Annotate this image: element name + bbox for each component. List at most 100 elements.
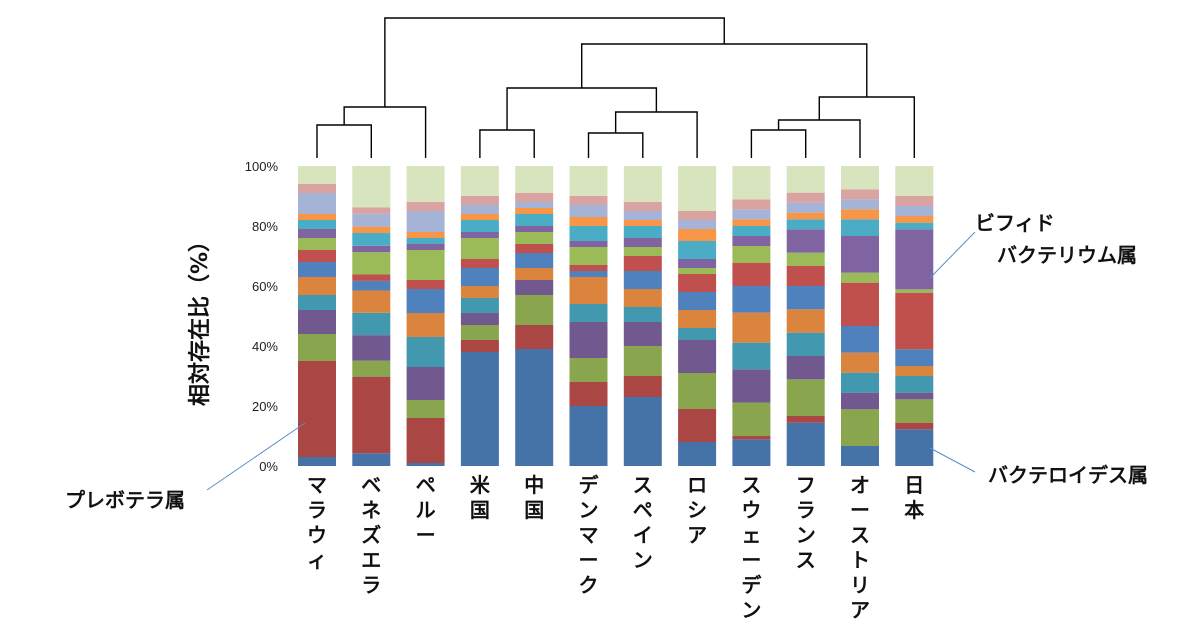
bar-segment — [515, 280, 554, 295]
bar-segment — [678, 229, 717, 241]
bar-segment — [895, 196, 934, 206]
y-tick-label: 20% — [252, 399, 278, 414]
bar-segment — [298, 193, 336, 214]
bar-segment — [895, 229, 934, 290]
bar-segment — [732, 286, 771, 313]
dendrogram-link — [479, 129, 535, 158]
bar-segment — [352, 245, 391, 253]
bar-segment — [406, 250, 445, 280]
bar-segment — [298, 166, 336, 184]
dendrogram-link — [506, 87, 658, 130]
annotation-line-prevotella — [206, 422, 306, 491]
bar-segment — [460, 205, 499, 214]
bar-segment — [352, 233, 391, 246]
bar-segment — [786, 379, 825, 416]
bar-segment — [352, 274, 391, 281]
bar-segment — [786, 212, 825, 220]
bar-segment — [895, 429, 934, 466]
bar-segment — [352, 213, 391, 227]
bar-segment — [460, 232, 499, 238]
bar-segment — [786, 266, 825, 286]
bar-segment — [406, 280, 445, 289]
bar-segment — [460, 286, 499, 298]
bar-stack — [841, 166, 879, 466]
bar-segment — [732, 312, 771, 343]
bar-segment — [515, 202, 554, 208]
bar-segment — [406, 238, 445, 244]
bar-segment — [623, 289, 662, 307]
bar-segment — [569, 166, 608, 196]
bar-segment — [841, 272, 879, 283]
bar-segment — [569, 217, 608, 226]
bar-segment — [515, 166, 554, 193]
bar-segment — [732, 199, 771, 210]
bar-segment — [678, 220, 717, 229]
dendrogram-link — [384, 17, 725, 107]
bar-segment — [623, 238, 662, 247]
bar-segment — [895, 216, 934, 223]
bar-segment — [678, 268, 717, 274]
bar-segment — [460, 196, 499, 205]
bar-segment — [569, 265, 608, 271]
bar-segment — [406, 289, 445, 313]
bar-segment — [623, 307, 662, 322]
bar-stack — [406, 166, 445, 466]
bar-segment — [298, 229, 336, 238]
bar-segment — [460, 220, 499, 232]
x-tick-label: オーストリア — [850, 473, 870, 622]
bar-segment — [406, 211, 445, 232]
annotation-bifidobacterium: ビフィドバクテリウム属 — [975, 211, 1137, 267]
bar-segment — [569, 196, 608, 205]
bar-segment — [569, 277, 608, 304]
bar-segment — [515, 253, 554, 268]
bar-segment — [515, 349, 554, 466]
bars — [298, 166, 934, 466]
bar-segment — [678, 292, 717, 310]
bar-segment — [623, 376, 662, 397]
bar-segment — [841, 282, 879, 326]
bar-segment — [515, 226, 554, 232]
dendrogram-link — [343, 106, 427, 158]
bar-segment — [298, 184, 336, 193]
dendrogram-link — [316, 124, 372, 158]
bar-segment — [841, 199, 879, 210]
bar-segment — [841, 166, 879, 190]
x-tick-label: スウェーデン — [741, 473, 762, 622]
bar-stack — [895, 166, 934, 466]
bar-segment — [895, 206, 934, 216]
bar-segment — [786, 219, 825, 230]
x-tick-label: デンマーク — [579, 473, 600, 597]
bar-segment — [623, 166, 662, 202]
bar-segment — [732, 246, 771, 263]
x-tick-label: 中国 — [524, 473, 544, 522]
bar-segment — [678, 373, 717, 409]
bar-segment — [895, 392, 934, 400]
bar-segment — [732, 236, 771, 246]
bar-segment — [732, 436, 771, 440]
x-tick-label: 米国 — [470, 473, 491, 522]
bar-stack — [569, 166, 608, 466]
bar-segment — [841, 326, 879, 353]
x-tick-label: ペルー — [416, 473, 436, 547]
bar-stack — [678, 166, 717, 466]
bar-segment — [352, 207, 391, 214]
bar-segment — [623, 247, 662, 256]
bar-segment — [406, 313, 445, 337]
bar-segment — [841, 189, 879, 200]
bar-segment — [841, 446, 879, 466]
bar-segment — [406, 232, 445, 238]
x-tick-label: スペイン — [633, 473, 653, 572]
bar-segment — [298, 238, 336, 250]
bar-segment — [678, 340, 717, 373]
bar-segment — [352, 226, 391, 234]
bar-segment — [786, 252, 825, 266]
bar-segment — [515, 295, 554, 325]
bar-segment — [569, 382, 608, 406]
dendrogram-link — [614, 111, 698, 158]
y-axis: 0% 20% 40% 60% 80% 100% — [245, 159, 279, 474]
y-tick-label: 40% — [252, 339, 278, 354]
bar-segment — [352, 312, 391, 336]
bar-segment — [786, 202, 825, 213]
